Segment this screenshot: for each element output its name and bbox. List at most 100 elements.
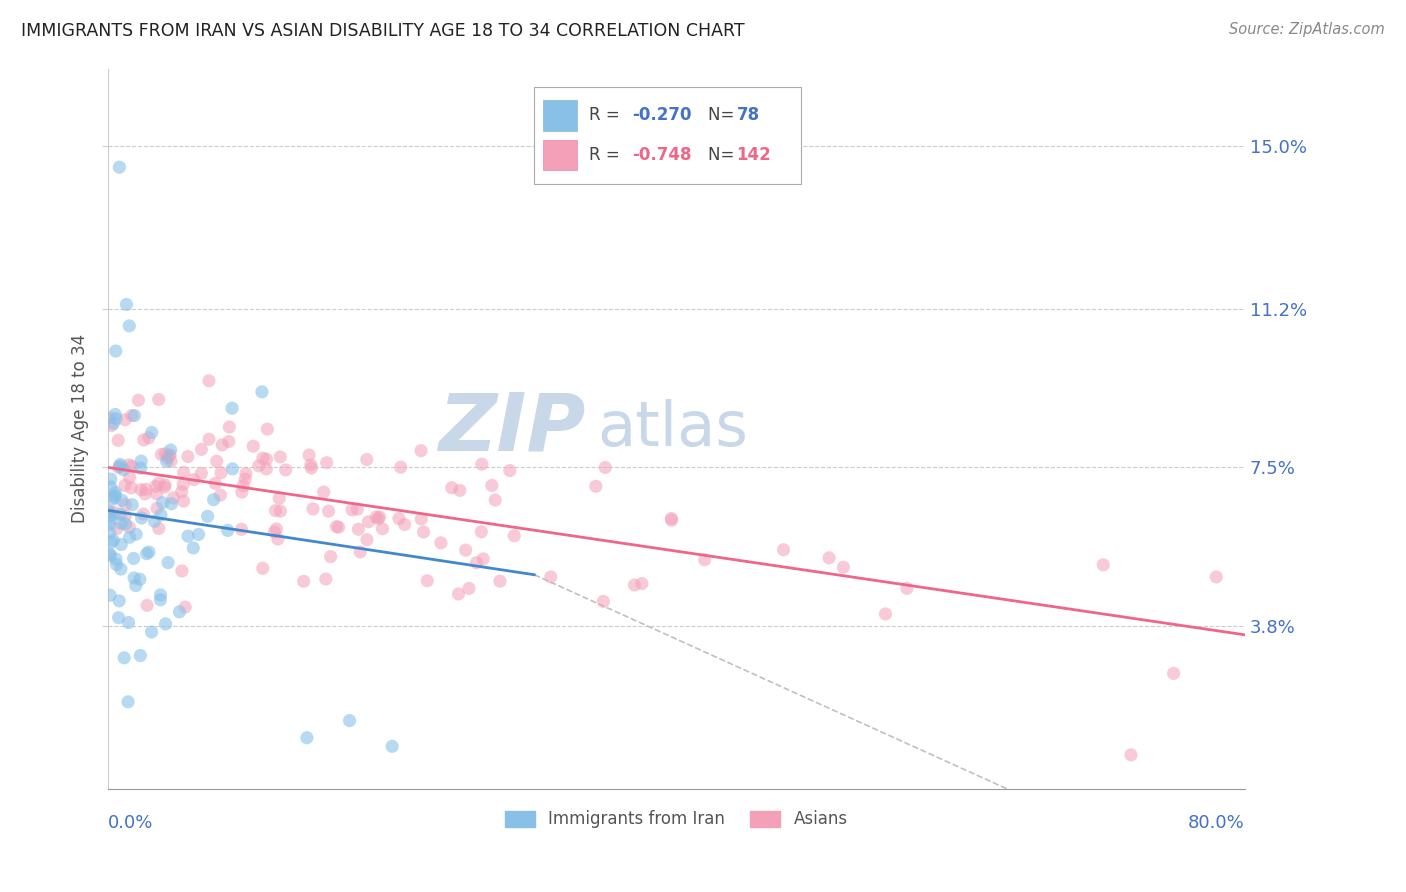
Point bbox=[312, 485, 335, 500]
Point bbox=[111, 493, 134, 508]
Point bbox=[122, 551, 145, 566]
Point bbox=[155, 616, 177, 631]
Point bbox=[112, 463, 135, 477]
Point bbox=[205, 454, 228, 468]
Point bbox=[107, 434, 129, 448]
Point bbox=[150, 447, 173, 461]
Point bbox=[256, 422, 278, 436]
Text: 78: 78 bbox=[737, 106, 759, 124]
Point bbox=[875, 607, 897, 621]
Point bbox=[269, 491, 291, 506]
Point bbox=[136, 599, 159, 613]
Point bbox=[269, 450, 291, 464]
Point bbox=[129, 483, 152, 497]
Point bbox=[371, 522, 394, 536]
Point bbox=[661, 513, 683, 527]
Point bbox=[121, 409, 143, 423]
Point bbox=[202, 492, 225, 507]
Point bbox=[125, 578, 148, 592]
Point bbox=[198, 432, 221, 446]
Point bbox=[104, 488, 127, 502]
Point bbox=[250, 384, 273, 399]
Point bbox=[266, 522, 288, 536]
Point bbox=[150, 508, 173, 522]
Point bbox=[148, 521, 170, 535]
Point bbox=[157, 449, 180, 463]
Point bbox=[204, 476, 226, 491]
Point bbox=[299, 458, 322, 472]
Point bbox=[247, 458, 270, 473]
Point bbox=[156, 450, 179, 465]
Point bbox=[118, 520, 141, 534]
Point bbox=[339, 714, 361, 728]
Point bbox=[100, 535, 122, 549]
Point bbox=[134, 487, 156, 501]
Point bbox=[118, 470, 141, 484]
Point bbox=[152, 496, 174, 510]
Point bbox=[472, 552, 495, 566]
Point bbox=[110, 537, 132, 551]
Point bbox=[540, 570, 562, 584]
Point bbox=[103, 533, 125, 548]
Point bbox=[104, 506, 127, 520]
Text: R =: R = bbox=[589, 106, 624, 124]
Point bbox=[183, 473, 205, 487]
Point bbox=[231, 522, 253, 536]
Point bbox=[98, 547, 121, 561]
Point bbox=[159, 448, 181, 462]
Point bbox=[315, 456, 337, 470]
Point bbox=[347, 522, 370, 536]
Point bbox=[489, 574, 512, 589]
Text: ZIP: ZIP bbox=[439, 390, 585, 468]
Point bbox=[100, 472, 122, 486]
Point bbox=[104, 411, 127, 425]
Point bbox=[105, 558, 128, 572]
Point bbox=[114, 413, 136, 427]
Point bbox=[110, 458, 132, 472]
Point bbox=[585, 479, 607, 493]
Point bbox=[274, 463, 297, 477]
Text: Source: ZipAtlas.com: Source: ZipAtlas.com bbox=[1229, 22, 1385, 37]
Point bbox=[132, 507, 155, 521]
Point bbox=[173, 466, 195, 480]
Point bbox=[124, 409, 146, 423]
Point bbox=[100, 508, 122, 523]
Point bbox=[470, 524, 492, 539]
Point bbox=[221, 462, 243, 476]
Point bbox=[349, 545, 371, 559]
Point bbox=[503, 529, 526, 543]
Point bbox=[98, 504, 121, 518]
Point bbox=[772, 542, 794, 557]
Bar bbox=[543, 140, 578, 170]
Point bbox=[108, 594, 131, 608]
Point bbox=[458, 582, 481, 596]
Point bbox=[117, 615, 139, 630]
Point bbox=[198, 374, 221, 388]
Point bbox=[264, 503, 287, 517]
Point bbox=[254, 462, 277, 476]
Point bbox=[173, 494, 195, 508]
Point bbox=[447, 587, 470, 601]
Point bbox=[162, 491, 184, 505]
Point bbox=[231, 485, 253, 500]
Text: N=: N= bbox=[709, 146, 740, 164]
Point bbox=[170, 564, 193, 578]
Point bbox=[108, 160, 131, 174]
Point bbox=[146, 501, 169, 516]
Point bbox=[132, 433, 155, 447]
Point bbox=[135, 547, 157, 561]
Point bbox=[187, 527, 209, 541]
Point bbox=[593, 460, 616, 475]
Text: 80.0%: 80.0% bbox=[1188, 814, 1244, 832]
Point bbox=[101, 492, 124, 507]
Point bbox=[148, 476, 170, 491]
Point bbox=[211, 438, 233, 452]
Point bbox=[368, 510, 391, 524]
Point bbox=[267, 532, 290, 546]
Point bbox=[107, 611, 129, 625]
Text: 0.0%: 0.0% bbox=[108, 814, 153, 832]
Point bbox=[120, 481, 142, 495]
Point bbox=[381, 739, 404, 754]
Point bbox=[156, 556, 179, 570]
Point bbox=[388, 511, 411, 525]
